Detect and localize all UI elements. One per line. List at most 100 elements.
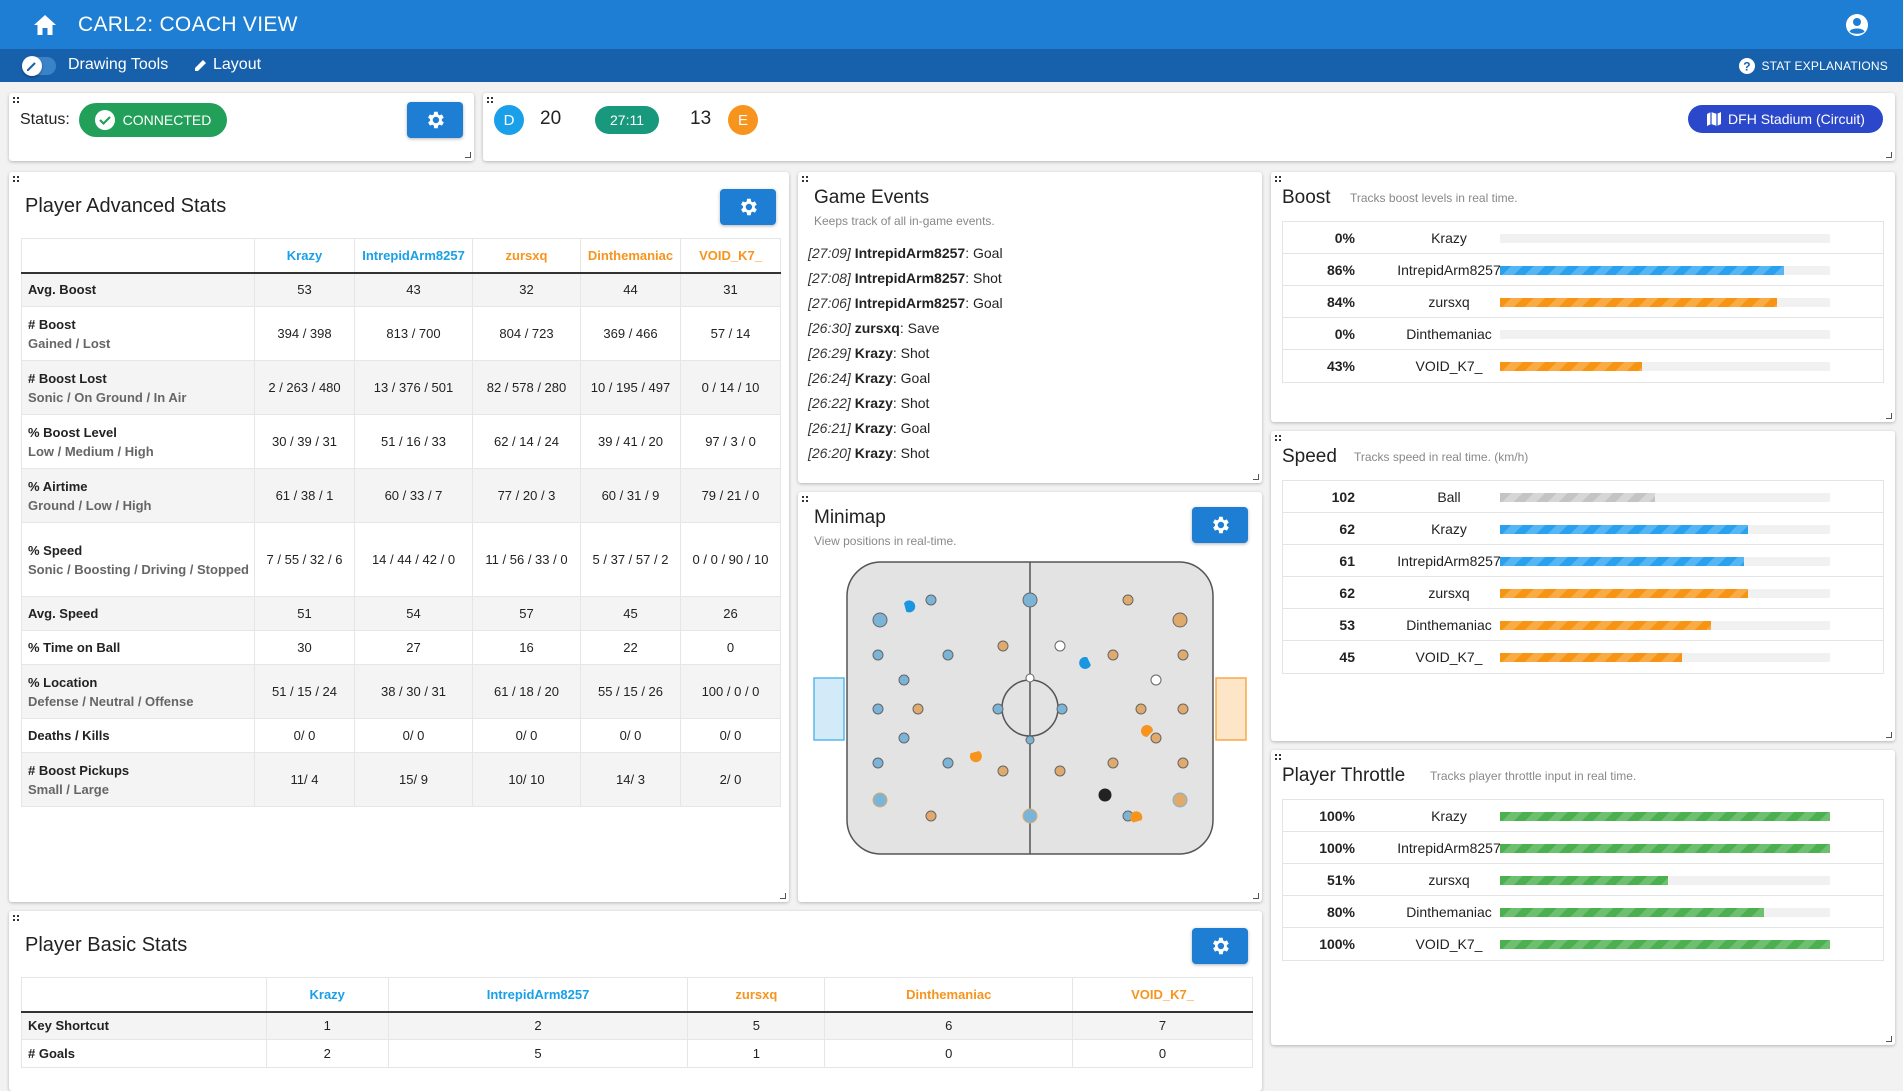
resize-handle[interactable] [780, 893, 786, 899]
game-events-subtitle: Keeps track of all in-game events. [814, 214, 995, 228]
event-player: Krazy [854, 370, 893, 386]
status-settings-button[interactable] [407, 102, 463, 138]
speed-row: 53 Dinthemaniac [1283, 609, 1883, 641]
event-item: [27:08] IntrepidArm8257: Shot [808, 266, 1003, 291]
speed-player-name: Dinthemaniac [1406, 617, 1492, 633]
event-event: : Save [899, 320, 940, 336]
drag-handle-icon[interactable] [801, 495, 809, 505]
row-sublabel: Sonic / Boosting / Driving / Stopped [28, 561, 249, 577]
drawing-tools-label[interactable]: Drawing Tools [68, 56, 169, 73]
resize-handle[interactable] [1253, 474, 1259, 480]
resize-handle[interactable] [1886, 152, 1892, 158]
advanced-stats-card: Player Advanced Stats Krazy IntrepidArm8… [9, 172, 789, 902]
row-label-text: Avg. Speed [28, 606, 99, 621]
minimap-subtitle: View positions in real-time. [814, 534, 957, 548]
table-cell: 11 / 56 / 33 / 0 [472, 522, 581, 597]
drag-handle-icon[interactable] [12, 914, 20, 924]
event-event: : Shot [965, 270, 1002, 286]
layout-button[interactable]: Layout [194, 56, 261, 74]
table-row: Key Shortcut 1 2 5 6 7 [21, 1011, 1253, 1040]
row-label: % Boost Level Low / Medium / High [21, 414, 255, 469]
table-row: # Boost Pickups Small / Large 11/ 4 15/ 9 10… [21, 752, 781, 807]
row-label: % Time on Ball [21, 630, 255, 665]
table-row: # Boost Lost Sonic / On Ground / In Air 2 … [21, 360, 781, 415]
speed-player-name: VOID_K7_ [1415, 649, 1483, 665]
table-cell: 57 / 14 [680, 306, 781, 361]
table-row: % Time on Ball 30 27 16 22 0 [21, 630, 781, 665]
row-label: % Airtime Ground / Low / High [21, 468, 255, 523]
stadium-chip[interactable]: DFH Stadium (Circuit) [1688, 105, 1883, 133]
event-item: [27:09] IntrepidArm8257: Goal [808, 241, 1003, 266]
gear-icon [1213, 516, 1229, 534]
table-cell: 55 / 15 / 26 [580, 664, 681, 719]
resize-handle[interactable] [1253, 893, 1259, 899]
table-cell: 43 [354, 272, 473, 307]
drag-handle-icon[interactable] [1274, 434, 1282, 444]
header-blank [21, 977, 267, 1012]
drag-handle-icon[interactable] [12, 175, 20, 185]
table-cell: 54 [354, 596, 473, 631]
row-label: # Boost Pickups Small / Large [21, 752, 255, 807]
speed-title: Speed [1282, 446, 1337, 467]
advanced-stats-table: Krazy IntrepidArm8257 zursxq Dinthemania… [21, 238, 781, 807]
stat-explanations-button[interactable]: ? STAT EXPLANATIONS [1739, 58, 1888, 74]
resize-handle[interactable] [1886, 1036, 1892, 1042]
row-sublabel: Small / Large [28, 781, 109, 797]
boost-bar-fill [1500, 298, 1778, 307]
row-sublabel: Sonic / On Ground / In Air [28, 389, 187, 405]
table-cell: 0/ 0 [254, 718, 355, 753]
row-label-text: Avg. Boost [28, 282, 97, 298]
drag-handle-icon[interactable] [801, 175, 809, 185]
advanced-stats-settings-button[interactable] [720, 189, 776, 225]
event-time: [26:21] [808, 420, 851, 436]
boost-subtitle: Tracks boost levels in real time. [1350, 191, 1518, 205]
drag-handle-icon[interactable] [12, 96, 20, 106]
table-cell: 26 [680, 596, 781, 631]
drag-handle-icon[interactable] [1274, 175, 1282, 185]
resize-handle[interactable] [1886, 732, 1892, 738]
basic-stats-title: Player Basic Stats [25, 934, 188, 956]
table-cell: 16 [472, 630, 581, 665]
car-zursxq [969, 751, 982, 763]
row-label-text: % Boost Level [28, 424, 117, 440]
minimap-settings-button[interactable] [1192, 507, 1248, 543]
account-icon[interactable] [1845, 13, 1869, 37]
table-cell: 2 [265, 1039, 389, 1068]
throttle-bar-track [1500, 812, 1830, 821]
event-time: [26:20] [808, 445, 851, 461]
player-header: zursxq [472, 238, 581, 273]
home-icon[interactable] [33, 14, 57, 36]
throttle-player-name: VOID_K7_ [1415, 936, 1483, 952]
orange-goal [1215, 677, 1247, 741]
table-cell: 51 [254, 596, 355, 631]
table-cell: 22 [580, 630, 681, 665]
row-label-text: # Boost Lost [28, 370, 107, 386]
drawing-tools-toggle[interactable] [22, 56, 56, 76]
event-time: [27:06] [808, 295, 851, 311]
boost-player-name: VOID_K7_ [1415, 358, 1483, 374]
table-cell: 13 / 376 / 501 [354, 360, 473, 415]
speed-value: 45 [1339, 649, 1355, 665]
drag-handle-icon[interactable] [486, 96, 494, 106]
basic-stats-settings-button[interactable] [1192, 928, 1248, 964]
ball [1098, 788, 1112, 802]
table-cell: 44 [580, 272, 681, 307]
table-cell: 14 / 44 / 42 / 0 [354, 522, 473, 597]
speed-value: 62 [1339, 585, 1355, 601]
row-label-text: # Boost [28, 316, 76, 332]
minimap-field[interactable] [798, 558, 1262, 858]
drag-handle-icon[interactable] [1274, 753, 1282, 763]
toolbar: Drawing Tools Layout ? STAT EXPLANATIONS [0, 49, 1903, 82]
resize-handle[interactable] [465, 152, 471, 158]
event-player: Krazy [854, 420, 893, 436]
row-label: Deaths / Kills [21, 718, 255, 753]
status-badge: CONNECTED [79, 103, 227, 137]
header-blank [21, 238, 255, 273]
speed-bar-fill [1500, 589, 1748, 598]
throttle-value: 100% [1319, 936, 1355, 952]
speed-row: 61 IntrepidArm8257 [1283, 545, 1883, 577]
throttle-value: 80% [1326, 904, 1355, 920]
resize-handle[interactable] [1886, 413, 1892, 419]
pencil-icon [195, 60, 206, 71]
speed-bar-track [1500, 653, 1830, 662]
